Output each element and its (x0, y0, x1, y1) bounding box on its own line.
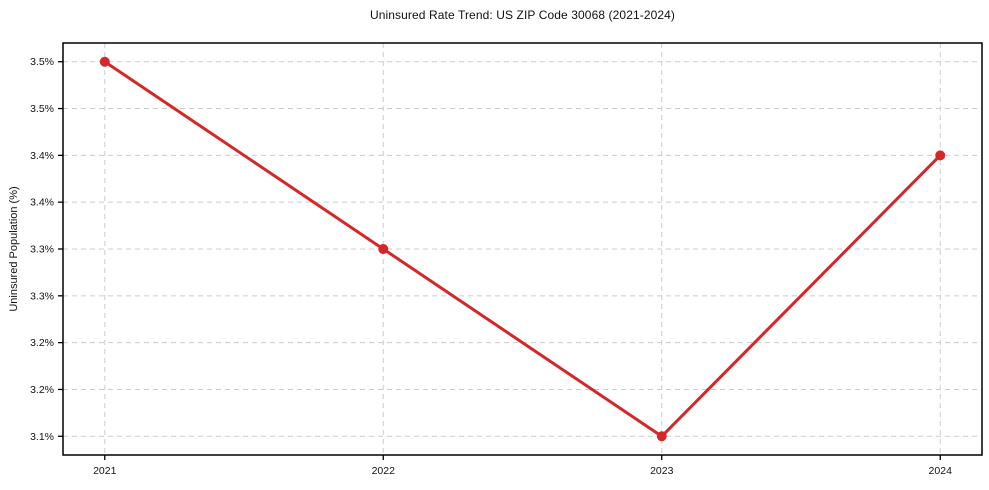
ticks-group: 3.1% 3.2% 3.2% 3.3% 3.3% 3.4% 3.4% 3.5% 3.5% 2021… (30, 56, 952, 477)
y-tick-label: 3.5% (30, 56, 54, 68)
x-tick-label: 2021 (93, 465, 117, 477)
y-tick-label: 3.2% (30, 337, 54, 349)
data-point (378, 244, 389, 254)
trend-line (103, 60, 942, 438)
data-point (935, 150, 946, 161)
y-tick-label: 3.4% (30, 150, 54, 162)
x-tick-label: 2022 (372, 465, 396, 477)
y-tick-label: 3.3% (30, 244, 54, 256)
gridlines-group (63, 43, 982, 455)
trend-line-group (99, 56, 946, 442)
y-tick-label: 3.4% (30, 197, 54, 209)
data-point (99, 56, 110, 67)
y-tick-label: 3.1% (30, 431, 54, 443)
chart-title: Uninsured Rate Trend: US ZIP Code 30068 … (369, 8, 676, 22)
x-tick-label: 2024 (929, 465, 953, 477)
data-point (656, 431, 667, 442)
y-tick-label: 3.2% (30, 384, 54, 396)
y-tick-label: 3.5% (30, 103, 54, 115)
x-tick-label: 2023 (650, 465, 674, 477)
y-tick-label: 3.3% (30, 290, 54, 302)
